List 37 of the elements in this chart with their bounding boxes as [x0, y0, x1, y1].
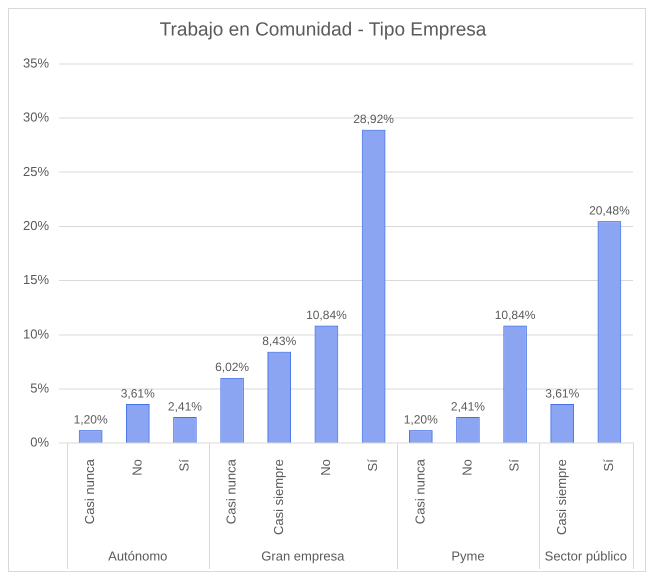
- data-label: 2,41%: [450, 399, 486, 414]
- data-label: 6,02%: [215, 360, 250, 374]
- data-label: 10,84%: [494, 308, 536, 322]
- x-tick-label: Sí: [176, 458, 192, 472]
- x-tick-label: Casi nunca: [82, 458, 98, 524]
- x-tick-label: Casi nunca: [224, 458, 239, 524]
- data-label: 28,92%: [353, 112, 394, 126]
- x-tick-label: Casi nunca: [412, 458, 428, 524]
- text: Pyme: [451, 548, 485, 564]
- y-tick-label: 35%: [22, 55, 50, 70]
- y-tick-label: 30%: [22, 110, 50, 125]
- y-tick-label: 15%: [22, 272, 50, 288]
- text: Autónomo: [108, 548, 168, 564]
- data-label: 1,20%: [404, 412, 438, 426]
- text: Sector público: [544, 548, 628, 564]
- data-label: 8,43%: [262, 334, 297, 348]
- y-tick-label: 5%: [30, 380, 50, 396]
- x-tick-label: Sí: [506, 458, 522, 472]
- x-tick-label: Casi siempre: [554, 459, 569, 536]
- x-tick-label: Casi siempre: [270, 459, 286, 536]
- x-tick-label: No: [460, 459, 474, 476]
- data-label: 3,61%: [120, 386, 156, 400]
- data-label: 3,61%: [545, 386, 580, 400]
- text: Gran empresa: [261, 548, 346, 564]
- y-tick-label: 0%: [30, 434, 50, 450]
- chart-title: Trabajo en Comunidad - Tipo Empresa: [160, 20, 487, 41]
- data-label: 1,20%: [74, 412, 108, 426]
- x-tick-label: Sí: [365, 458, 380, 472]
- data-label: 2,41%: [168, 399, 202, 414]
- x-tick-label: No: [318, 459, 334, 476]
- y-tick-label: 20%: [22, 218, 50, 233]
- data-label: 20,48%: [589, 203, 630, 218]
- y-tick-label: 25%: [22, 164, 50, 179]
- y-tick-label: 10%: [22, 326, 50, 342]
- x-tick-label: Sí: [600, 458, 616, 472]
- x-tick-label: No: [129, 459, 144, 476]
- data-label: 10,84%: [306, 308, 348, 322]
